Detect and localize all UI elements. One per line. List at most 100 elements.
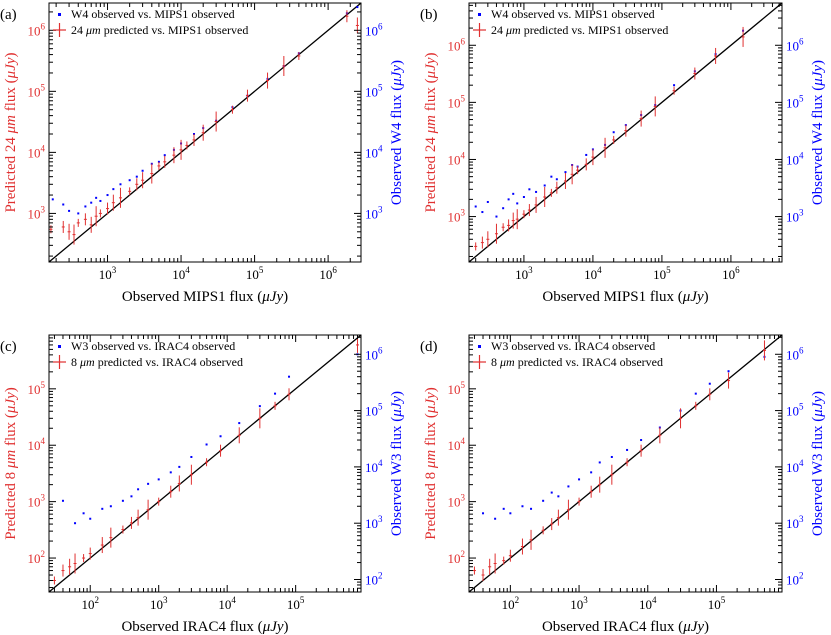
- data-point: [89, 517, 92, 520]
- label-part: flux (: [423, 78, 439, 115]
- plot-area-d: [469, 335, 782, 592]
- data-point: [101, 507, 104, 510]
- x-tick-label: 105: [653, 265, 671, 282]
- data-point: [189, 464, 193, 485]
- label-part: ): [283, 289, 288, 305]
- x-tick-label: 103: [150, 595, 168, 612]
- y-left-tick-label: 103: [448, 208, 466, 225]
- data-point: [135, 178, 139, 191]
- label-part: predicted vs. MIPS1 observed: [101, 23, 249, 37]
- label-part: Predicted 8: [3, 468, 19, 540]
- data-point: [219, 435, 222, 438]
- data-point: [672, 86, 676, 95]
- series-observed: [61, 353, 359, 525]
- data-point: [88, 547, 92, 560]
- series-observed: [474, 29, 745, 218]
- label-part: Predicted 8: [423, 468, 439, 540]
- label-part: ): [284, 619, 289, 635]
- data-point: [100, 537, 104, 554]
- label-part: μm: [79, 355, 95, 369]
- label-part: Predicted 24: [3, 133, 19, 212]
- label-part: 8: [491, 355, 500, 369]
- data-point: [639, 110, 643, 127]
- data-point: [542, 499, 545, 502]
- y-right-tick-label: 102: [365, 571, 383, 588]
- data-point: [640, 439, 643, 442]
- legend-label: 24 μm predicted vs. MIPS1 observed: [491, 23, 668, 37]
- y-left-tick-label: 104: [448, 436, 466, 453]
- label-part: μm: [423, 450, 439, 470]
- data-point: [577, 497, 581, 506]
- data-point: [130, 495, 133, 498]
- data-point: [527, 204, 531, 217]
- data-point: [578, 478, 581, 481]
- y-right-tick-label: 103: [786, 208, 804, 225]
- data-point: [219, 444, 223, 457]
- data-point: [150, 163, 154, 184]
- y-left-tick-label: 105: [28, 380, 46, 397]
- label-part: predicted vs. IRAC4 observed: [515, 355, 663, 369]
- plot-area-a: [49, 3, 361, 262]
- data-point: [111, 194, 115, 211]
- data-point: [512, 192, 515, 195]
- data-point: [673, 84, 676, 87]
- legend: W3 observed vs. IRAC4 observed 8 μm predi…: [473, 339, 663, 369]
- data-point: [694, 392, 697, 395]
- x-tick-label: 104: [639, 595, 657, 612]
- data-point: [157, 160, 160, 163]
- data-point: [121, 525, 125, 534]
- data-point: [508, 549, 512, 562]
- data-point: [610, 464, 614, 485]
- y-right-tick-label: 106: [365, 345, 383, 362]
- data-point: [486, 200, 489, 203]
- y-right-tick-label: 103: [365, 204, 383, 221]
- data-point: [570, 164, 574, 185]
- data-point: [258, 405, 261, 408]
- data-point: [201, 124, 205, 141]
- data-point: [157, 497, 161, 506]
- data-point: [109, 505, 112, 508]
- data-point: [481, 211, 484, 214]
- x-tick-label: 102: [81, 595, 99, 612]
- data-point: [82, 512, 85, 515]
- data-point: [653, 96, 657, 117]
- data-point: [157, 478, 160, 481]
- data-point: [179, 139, 183, 160]
- x-tick-label: 103: [515, 265, 533, 282]
- data-point: [557, 495, 560, 498]
- data-point: [585, 153, 588, 156]
- data-point: [520, 538, 524, 555]
- data-point: [589, 485, 593, 498]
- data-point: [502, 507, 505, 510]
- x-tick-label: 105: [708, 595, 726, 612]
- one-to-one-line: [469, 335, 782, 592]
- panel-label: (c): [0, 339, 17, 355]
- data-point: [106, 202, 110, 215]
- data-point: [61, 499, 64, 502]
- legend-cross-icon: [473, 355, 486, 369]
- data-point: [474, 205, 477, 208]
- data-point: [534, 196, 538, 213]
- data-point: [612, 131, 615, 134]
- data-point: [238, 422, 241, 425]
- data-point: [266, 72, 270, 89]
- data-point: [141, 172, 145, 189]
- y-right-tick-label: 105: [365, 402, 383, 419]
- label-part: flux (: [3, 78, 19, 115]
- data-point: [73, 553, 77, 574]
- data-point: [287, 388, 291, 401]
- label-part: Observed IRAC4 flux (: [542, 619, 683, 635]
- data-point: [345, 10, 349, 23]
- data-point: [118, 187, 122, 208]
- panel-b: 103 104 105 106 103 104 105 106 103 104 105 106 (b) O…: [420, 2, 826, 305]
- legend-label: W3 observed vs. IRAC4 observed: [491, 339, 655, 353]
- label-part: μJy: [389, 65, 405, 87]
- data-point: [61, 564, 65, 577]
- data-point: [135, 175, 138, 178]
- data-point: [89, 216, 93, 233]
- data-point: [163, 154, 166, 157]
- data-point: [566, 499, 570, 520]
- x-axis-label: Observed MIPS1 flux (μJy): [542, 289, 708, 305]
- data-point: [762, 340, 766, 361]
